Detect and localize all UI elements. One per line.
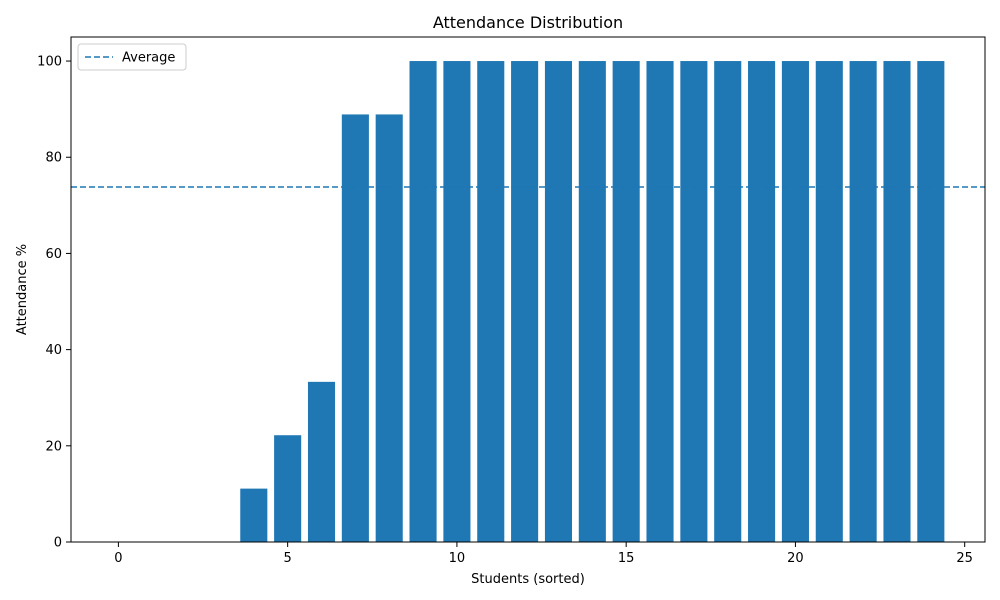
x-ticks: 0 5 10 15 20 25 bbox=[114, 542, 973, 566]
x-tick-label: 15 bbox=[618, 551, 635, 566]
legend: Average bbox=[77, 43, 187, 71]
y-tick-label: 60 bbox=[45, 247, 62, 262]
bar-18 bbox=[714, 61, 742, 543]
y-tick-label: 20 bbox=[45, 439, 62, 454]
x-tick-label: 0 bbox=[114, 551, 122, 566]
bar-15 bbox=[612, 61, 640, 543]
bar-13 bbox=[544, 61, 573, 543]
bar-10 bbox=[443, 61, 471, 543]
y-tick-label: 0 bbox=[54, 536, 62, 551]
bar-24 bbox=[917, 61, 945, 543]
x-axis-label: Students (sorted) bbox=[471, 572, 585, 587]
chart-title: Attendance Distribution bbox=[433, 13, 623, 32]
x-tick-label: 5 bbox=[284, 551, 292, 566]
bar-21 bbox=[815, 61, 843, 543]
bar-22 bbox=[849, 61, 877, 543]
bar-9 bbox=[409, 61, 437, 543]
bars-group bbox=[240, 61, 945, 543]
bar-16 bbox=[646, 61, 674, 543]
bar-4 bbox=[240, 488, 268, 542]
bar-7 bbox=[341, 114, 369, 542]
y-tick-label: 40 bbox=[45, 343, 62, 358]
bar-12 bbox=[511, 61, 539, 543]
legend-average-label: Average bbox=[122, 51, 175, 66]
x-tick-label: 10 bbox=[449, 551, 466, 566]
bar-11 bbox=[477, 61, 505, 543]
x-tick-label: 20 bbox=[787, 551, 804, 566]
y-tick-label: 80 bbox=[45, 151, 62, 166]
y-tick-label: 100 bbox=[37, 55, 62, 70]
legend-box bbox=[77, 43, 187, 71]
x-tick-label: 25 bbox=[956, 551, 973, 566]
y-ticks: 0 20 40 60 80 100 bbox=[37, 55, 71, 551]
plot-frame bbox=[70, 36, 986, 543]
bar-6 bbox=[307, 381, 336, 542]
y-axis-label: Attendance % bbox=[15, 244, 30, 335]
bar-20 bbox=[781, 61, 809, 543]
bar-14 bbox=[578, 61, 606, 543]
bar-17 bbox=[680, 61, 708, 543]
bar-8 bbox=[375, 114, 403, 542]
bar-19 bbox=[748, 61, 776, 543]
bar-23 bbox=[883, 61, 911, 543]
bar-5 bbox=[274, 435, 302, 542]
